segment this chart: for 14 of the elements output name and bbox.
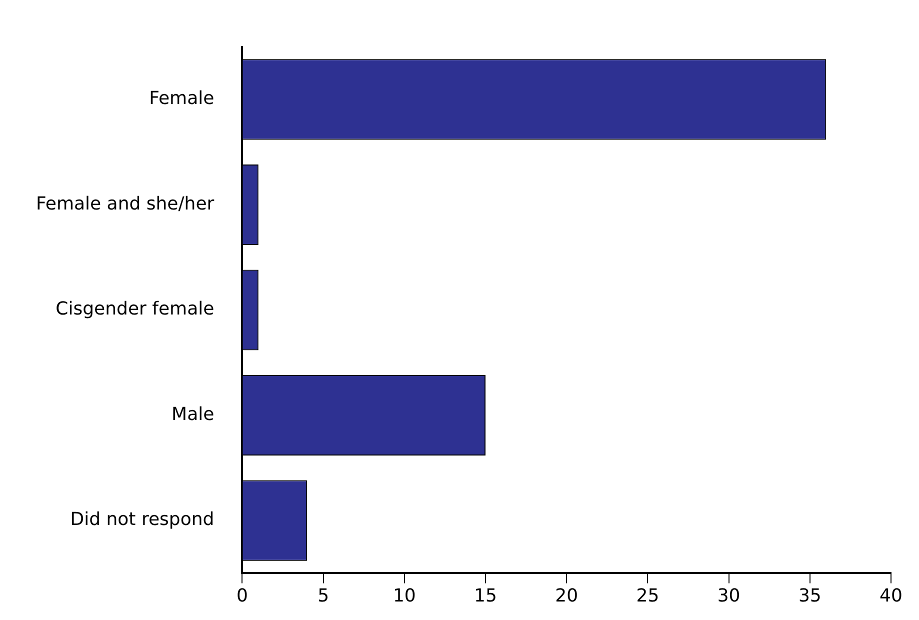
y-tick-label: Did not respond (70, 509, 214, 530)
x-tick-label: 35 (798, 586, 822, 607)
y-tick-label: Female and she/her (36, 193, 215, 214)
x-tick-label: 40 (880, 586, 902, 607)
y-tick-label: Cisgender female (56, 298, 214, 320)
x-tick-label: 0 (236, 586, 248, 607)
x-tick-label: 20 (555, 586, 578, 607)
x-tick-label: 5 (318, 586, 330, 607)
x-tick-label: 10 (392, 586, 416, 607)
y-tick-label: Male (172, 404, 214, 425)
x-tick-label: 25 (636, 586, 660, 607)
x-tick-label: 15 (474, 586, 497, 607)
x-tick-label: 30 (717, 586, 740, 607)
y-tick-label: Female (149, 88, 214, 110)
